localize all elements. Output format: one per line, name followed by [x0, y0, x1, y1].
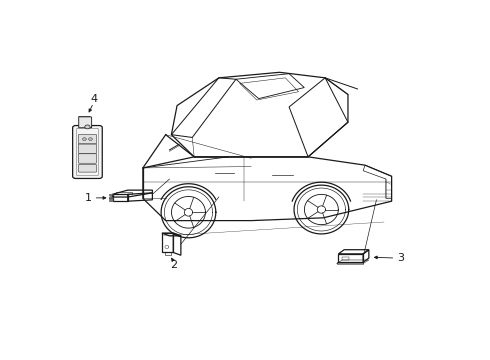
Bar — [109, 198, 113, 199]
Bar — [109, 195, 113, 197]
Text: 3: 3 — [397, 253, 405, 263]
Bar — [109, 194, 113, 195]
FancyBboxPatch shape — [78, 164, 97, 172]
FancyBboxPatch shape — [78, 154, 97, 163]
FancyBboxPatch shape — [78, 144, 97, 153]
FancyBboxPatch shape — [73, 126, 102, 179]
Bar — [109, 197, 113, 198]
Circle shape — [85, 125, 90, 129]
Circle shape — [89, 138, 93, 140]
FancyBboxPatch shape — [78, 134, 97, 144]
Text: 1: 1 — [84, 193, 91, 203]
Bar — [116, 192, 131, 194]
Circle shape — [82, 138, 86, 140]
Text: 2: 2 — [170, 260, 177, 270]
Polygon shape — [79, 117, 92, 128]
Text: 4: 4 — [90, 94, 97, 104]
Bar — [342, 257, 349, 260]
Bar — [109, 200, 113, 201]
